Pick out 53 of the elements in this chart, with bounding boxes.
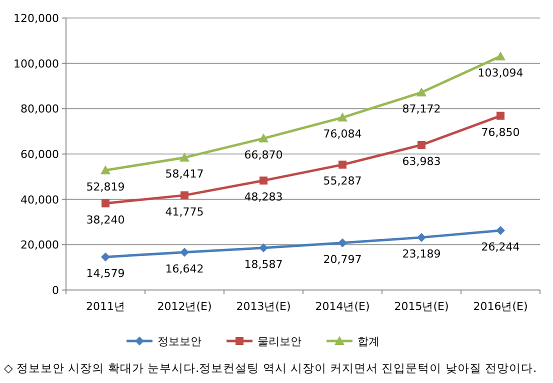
x-tick-label: 2014년(E)	[315, 300, 370, 313]
point	[496, 112, 504, 120]
y-tick-label: 40,000	[20, 193, 59, 206]
data-label: 58,417	[165, 168, 204, 181]
data-label: 41,775	[165, 205, 204, 218]
x-tick-label: 2013년(E)	[236, 300, 291, 313]
y-tick-label: 20,000	[20, 238, 59, 252]
data-label: 26,244	[481, 240, 520, 254]
point	[338, 238, 347, 248]
point	[101, 252, 110, 262]
text: ◇ 정보보안 시장의 확대가 눈부시다.정보컨설팅 역시 시장이 커지면서 진입문턱이 낮아질 전망이다.	[4, 361, 537, 375]
data-label: 20,797	[323, 252, 362, 266]
point	[496, 51, 506, 60]
data-label: 55,287	[323, 174, 362, 188]
point	[416, 87, 426, 96]
data-label: 16,642	[165, 262, 204, 276]
legend-label: 정보보안	[158, 335, 202, 348]
point	[180, 248, 189, 257]
data-label: 87,172	[402, 102, 441, 116]
legend-label: 물리보안	[258, 335, 302, 348]
point	[338, 160, 346, 169]
point	[496, 226, 505, 236]
point	[100, 165, 110, 174]
y-tick-label: 80,000	[20, 102, 59, 116]
x-tick-label: 2015년(E)	[394, 300, 449, 313]
point	[180, 191, 188, 200]
x-tick-label: 2016년(E)	[473, 300, 528, 313]
y-tick-label: 120,000	[14, 12, 59, 25]
data-label: 48,283	[244, 190, 283, 204]
point	[102, 199, 110, 208]
x-tick-label: 2012년(E)	[157, 300, 212, 313]
y-tick-label: 0	[52, 284, 59, 297]
x-tick-label: 2011년	[86, 300, 125, 313]
point	[260, 176, 268, 185]
data-label: 76,084	[323, 128, 362, 141]
legend-label: 합계	[358, 335, 380, 348]
point	[418, 140, 426, 149]
point	[259, 243, 268, 252]
y-tick-label: 100,000	[14, 57, 59, 70]
point	[180, 152, 190, 162]
data-label: 63,983	[402, 154, 441, 168]
data-label: 76,850	[481, 126, 520, 139]
data-label: 66,870	[244, 148, 283, 162]
data-label: 103,094	[478, 66, 524, 80]
data-label: 18,587	[244, 258, 283, 271]
data-label: 52,819	[86, 180, 125, 194]
point	[258, 133, 268, 142]
y-tick-label: 60,000	[20, 148, 59, 161]
data-label: 38,240	[86, 213, 125, 226]
point	[338, 112, 348, 122]
data-label: 14,579	[86, 266, 125, 280]
data-label: 23,189	[402, 247, 441, 260]
point	[417, 232, 426, 242]
